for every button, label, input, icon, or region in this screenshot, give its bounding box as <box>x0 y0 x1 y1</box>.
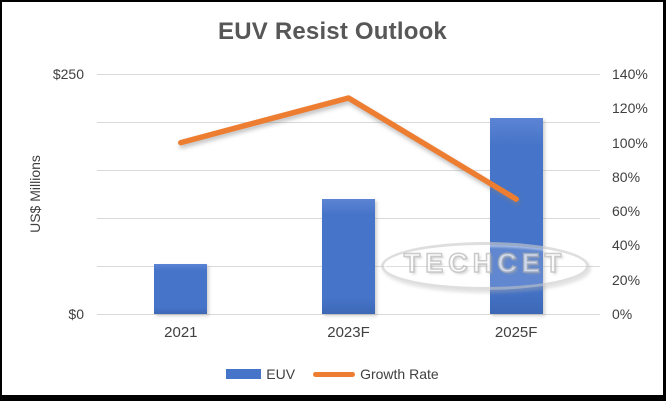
right-tick-0: 0% <box>612 306 633 322</box>
gridline-0 <box>97 314 600 315</box>
right-tick-60: 60% <box>612 203 641 220</box>
gridline-200 <box>97 122 600 123</box>
growth-rate-line-swatch-icon <box>313 371 356 377</box>
techcet-watermark: TECHCET <box>381 240 589 293</box>
gridline-250 <box>97 74 600 75</box>
x-label-2021: 2021 <box>164 324 198 341</box>
right-tick-80: 80% <box>612 168 641 185</box>
bar-2021 <box>154 264 208 314</box>
right-tick-100: 100% <box>612 134 648 151</box>
growth-rate-legend-label: Growth Rate <box>360 366 439 382</box>
legend-item-growth-rate: Growth Rate <box>313 366 439 382</box>
gridline-150 <box>97 170 600 171</box>
left-tick-250: $250 <box>52 66 84 82</box>
chart-area: EUV Resist Outlook US$ Millions $250 $0 1… <box>2 2 663 395</box>
right-tick-40: 40% <box>612 237 641 254</box>
right-tick-140: 140% <box>612 66 648 82</box>
left-axis-title: US$ Millions <box>27 155 43 233</box>
right-tick-20: 20% <box>612 271 641 288</box>
euv-legend-label: EUV <box>266 366 296 382</box>
x-label-2023F: 2023F <box>327 324 370 341</box>
watermark-ellipse-icon <box>381 242 589 290</box>
bar-2023F <box>322 198 375 314</box>
chart-title: EUV Resist Outlook <box>218 18 447 45</box>
watermark-text: TECHCET <box>403 247 567 279</box>
legend-item-euv: EUV <box>226 366 295 382</box>
growth-rate-line <box>178 95 519 202</box>
right-tick-120: 120% <box>612 100 648 117</box>
line-series-growth-rate <box>178 95 519 202</box>
left-tick-0: $0 <box>68 306 84 322</box>
plot-area: TECHCET <box>97 74 600 315</box>
euv-bar-swatch-icon <box>226 369 262 379</box>
legend: EUV Growth Rate <box>2 364 663 384</box>
x-label-2025F: 2025F <box>494 324 538 341</box>
x-axis-labels: 2021 2023F 2025F <box>97 324 600 341</box>
